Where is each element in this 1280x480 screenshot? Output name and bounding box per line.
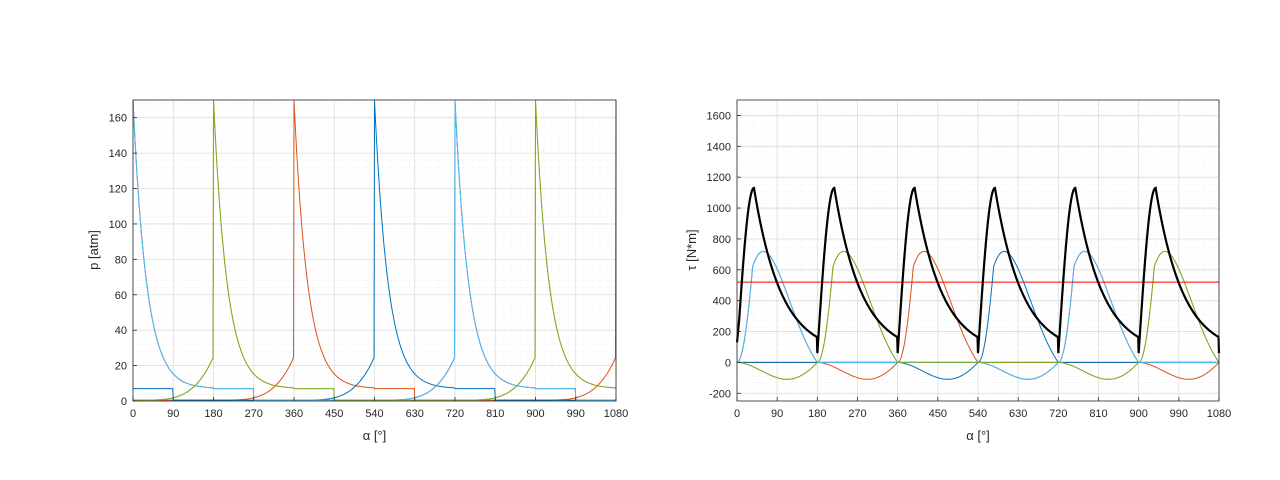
torque-xtick-label: 900 — [1129, 408, 1147, 420]
pressure-xtick-label: 0 — [130, 408, 136, 420]
torque-ytick-label: 600 — [713, 265, 731, 277]
torque-xtick-label: 630 — [1009, 408, 1027, 420]
torque-xtick-label: 540 — [969, 408, 987, 420]
pressure-plot-ticks: 0 90 180 270 360 450 540 630 720 810 900 990 1080 0 20… — [109, 113, 629, 420]
pressure-xtick-label: 360 — [285, 408, 303, 420]
torque-ytick-label: 1200 — [707, 172, 731, 184]
torque-xtick-label: 270 — [848, 408, 866, 420]
pressure-ytick-label: 0 — [121, 396, 127, 408]
torque-xtick-label: 360 — [888, 408, 906, 420]
pressure-ytick-label: 120 — [109, 184, 127, 196]
torque-xtick-label: 720 — [1049, 408, 1067, 420]
torque-xtick-label: 810 — [1089, 408, 1107, 420]
torque-series-line-6 — [736, 250, 1220, 380]
pressure-xtick-label: 90 — [167, 408, 179, 420]
pressure-ytick-label: 140 — [109, 148, 127, 160]
torque-ytick-label: 200 — [713, 327, 731, 339]
torque-ytick-label: 1000 — [707, 203, 731, 215]
pressure-ytick-label: 80 — [115, 254, 127, 266]
torque-xtick-label: 0 — [734, 408, 740, 420]
pressure-ytick-label: 160 — [109, 113, 127, 125]
pressure-plot: 0 90 180 270 360 450 540 630 720 810 900 990 1080 0 20… — [86, 99, 629, 443]
torque-xtick-label: 1080 — [1207, 408, 1231, 420]
torque-xtick-label: 990 — [1170, 408, 1188, 420]
pressure-ytick-label: 60 — [115, 290, 127, 302]
torque-plot-xlabel: α [°] — [966, 428, 990, 443]
pressure-xtick-label: 810 — [486, 408, 504, 420]
pressure-plot-ylabel: p [atm] — [86, 230, 101, 270]
torque-plot: 0 90 180 270 360 450 540 630 720 810 900 990 1080 -20… — [684, 99, 1232, 443]
torque-ytick-label: 1600 — [707, 110, 731, 122]
pressure-xtick-label: 990 — [567, 408, 585, 420]
pressure-xtick-label: 1080 — [604, 408, 628, 420]
torque-xtick-label: 450 — [929, 408, 947, 420]
pressure-xtick-label: 180 — [204, 408, 222, 420]
torque-xtick-label: 180 — [808, 408, 826, 420]
pressure-ytick-label: 100 — [109, 219, 127, 231]
pressure-xtick-label: 270 — [245, 408, 263, 420]
torque-xtick-label: 90 — [771, 408, 783, 420]
torque-ytick-label: 1400 — [707, 141, 731, 153]
pressure-ytick-label: 40 — [115, 325, 127, 337]
torque-ytick-label: 800 — [713, 234, 731, 246]
pressure-ytick-label: 20 — [115, 361, 127, 373]
torque-ytick-label: -200 — [709, 388, 731, 400]
torque-plot-ticks: 0 90 180 270 360 450 540 630 720 810 900 990 1080 -20… — [707, 110, 1232, 420]
torque-total-line — [735, 186, 1221, 354]
pressure-xtick-label: 720 — [446, 408, 464, 420]
pressure-plot-xlabel: α [°] — [363, 428, 387, 443]
torque-ytick-label: 0 — [725, 357, 731, 369]
pressure-xtick-label: 450 — [325, 408, 343, 420]
torque-ytick-label: 400 — [713, 296, 731, 308]
pressure-xtick-label: 900 — [526, 408, 544, 420]
torque-plot-series — [735, 186, 1221, 380]
pressure-xtick-label: 540 — [365, 408, 383, 420]
torque-plot-ylabel: τ [N*m] — [684, 229, 699, 270]
pressure-xtick-label: 630 — [406, 408, 424, 420]
